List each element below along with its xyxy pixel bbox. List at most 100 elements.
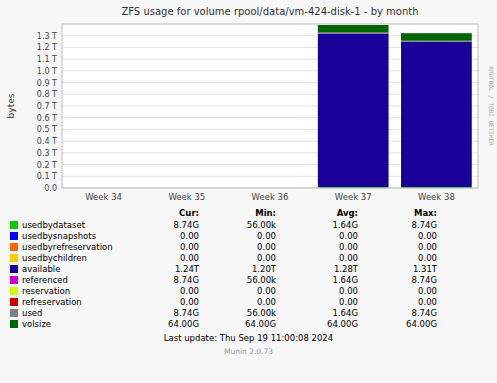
stats-value: 0.00: [339, 253, 358, 263]
stats-value: 1.64G: [332, 275, 358, 285]
y-tick-label: 0.8 T: [37, 90, 57, 99]
stats-value: 8.74G: [173, 308, 199, 318]
y-tick-label: 0.9 T: [37, 79, 57, 88]
stats-value: 56.00k: [247, 275, 276, 285]
chart: ZFS usage for volume rpool/data/vm-424-d…: [0, 0, 497, 383]
y-tick-label: 0.2 T: [37, 161, 57, 170]
legend-swatch: [10, 287, 18, 295]
stats-value: 1.28T: [334, 264, 359, 274]
bar-segment: [401, 41, 472, 42]
stats-value: 64.00G: [327, 319, 358, 329]
stats-value: 0.00: [180, 242, 199, 252]
legend-swatch: [10, 232, 18, 240]
stats-value: 64.00G: [245, 319, 276, 329]
legend-label: usedbydataset: [22, 220, 86, 230]
plot-area: [62, 24, 478, 188]
legend-swatch: [10, 243, 18, 251]
stats-value: 0.00: [339, 242, 358, 252]
x-tick-label: Week 37: [335, 192, 372, 202]
bar-segment: [401, 41, 472, 42]
x-tick-label: Week 36: [252, 192, 289, 202]
y-tick-label: 0.0: [44, 184, 57, 193]
legend-label: reservation: [22, 286, 70, 296]
stats-value: 0.00: [418, 253, 437, 263]
stats-value: 0.00: [180, 297, 199, 307]
legend-label: refreservation: [22, 297, 82, 307]
stats-value: 8.74G: [411, 275, 437, 285]
legend-swatch: [10, 309, 18, 317]
bar-segment: [401, 33, 472, 40]
stats-value: 1.24T: [175, 264, 200, 274]
stats-value: 0.00: [418, 231, 437, 241]
stats-value: 0.00: [339, 297, 358, 307]
stats-value: 0.00: [418, 242, 437, 252]
bar-segment: [401, 41, 472, 42]
legend-label: usedbyrefreservation: [22, 242, 113, 252]
stats-value: 8.74G: [173, 275, 199, 285]
legend-label: volsize: [22, 319, 51, 329]
legend-label: referenced: [22, 275, 68, 285]
y-tick-label: 1.0 T: [37, 67, 57, 76]
y-tick-label: 1.3 T: [37, 32, 57, 41]
y-tick-label: 0.1 T: [37, 172, 57, 181]
legend-swatch: [10, 320, 18, 328]
x-tick-label: Week 38: [418, 192, 455, 202]
stats-value: 0.00: [180, 231, 199, 241]
title: ZFS usage for volume rpool/data/vm-424-d…: [121, 6, 418, 17]
legend-label: usedbysnapshots: [22, 231, 97, 241]
stats-value: 1.31T: [413, 264, 438, 274]
bar-segment: [318, 33, 389, 34]
bar-segment: [401, 42, 472, 187]
y-tick-label: 1.2 T: [37, 43, 57, 52]
stats-value: 1.20T: [252, 264, 277, 274]
legend-label: available: [22, 264, 60, 274]
version-label: Munin 2.0.73: [224, 347, 273, 356]
side-label: RRDTOOL / TOBI OETIKER: [488, 66, 495, 146]
stats-value: 0.00: [418, 297, 437, 307]
y-tick-label: 0.6 T: [37, 114, 57, 123]
legend-swatch: [10, 221, 18, 229]
bar-segment: [318, 25, 389, 32]
stats-value: 0.00: [257, 253, 276, 263]
stats-value: 0.00: [257, 297, 276, 307]
legend-swatch: [10, 298, 18, 306]
stats-header: Cur:: [179, 208, 199, 218]
y-tick-label: 0.3 T: [37, 149, 57, 158]
stats-header: Min:: [255, 208, 276, 218]
bars: [318, 25, 472, 188]
x-tick-label: Week 34: [85, 192, 122, 202]
y-tick-label: 1.1 T: [37, 55, 57, 64]
bar-segment: [318, 34, 389, 187]
stats-value: 64.00G: [406, 319, 437, 329]
bar-segment: [318, 32, 389, 33]
last-update: Last update: Thu Sep 19 11:00:08 2024: [164, 333, 333, 343]
stats-value: 0.00: [180, 286, 199, 296]
legend-swatch: [10, 265, 18, 273]
y-tick-label: 0.7 T: [37, 102, 57, 111]
stats-value: 1.64G: [332, 220, 358, 230]
stats-value: 8.74G: [411, 308, 437, 318]
stats-header: Avg:: [337, 208, 358, 218]
stats-value: 8.74G: [173, 220, 199, 230]
legend-label: used: [22, 308, 42, 318]
stats-value: 64.00G: [168, 319, 199, 329]
legend: Cur:Min:Avg:Max:usedbydataset8.74G56.00k…: [10, 208, 438, 329]
stats-value: 0.00: [418, 286, 437, 296]
legend-swatch: [10, 276, 18, 284]
stats-value: 0.00: [339, 231, 358, 241]
legend-swatch: [10, 254, 18, 262]
stats-value: 0.00: [180, 253, 199, 263]
x-tick-label: Week 35: [168, 192, 205, 202]
stats-value: 56.00k: [247, 308, 276, 318]
stats-value: 0.00: [257, 242, 276, 252]
plot-frame: [62, 24, 478, 188]
y-tick-label: 0.4 T: [37, 137, 57, 146]
stats-value: 0.00: [257, 286, 276, 296]
stats-value: 56.00k: [247, 220, 276, 230]
bar-segment: [318, 33, 389, 34]
legend-label: usedbychildren: [22, 253, 87, 263]
stats-value: 8.74G: [411, 220, 437, 230]
stats-value: 0.00: [339, 286, 358, 296]
bar-segment: [401, 41, 472, 42]
stats-value: 1.64G: [332, 308, 358, 318]
